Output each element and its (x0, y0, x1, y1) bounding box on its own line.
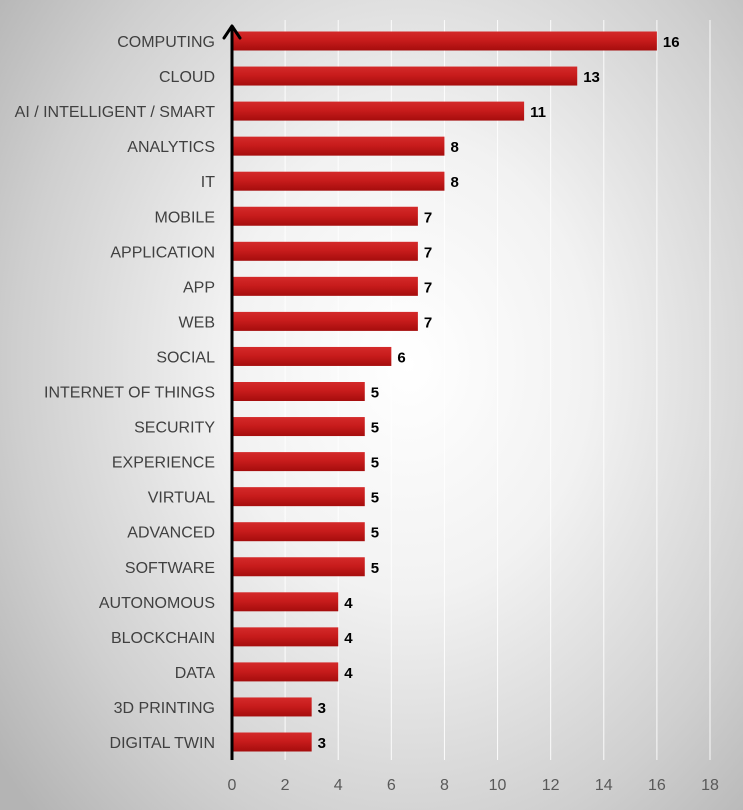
category-label: AI / INTELLIGENT / SMART (15, 104, 216, 121)
category-label: CLOUD (159, 69, 215, 86)
x-tick-label: 2 (281, 777, 290, 794)
category-label: ANALYTICS (127, 139, 215, 156)
bar (232, 101, 525, 121)
bar (232, 346, 392, 366)
category-label: BLOCKCHAIN (111, 630, 215, 647)
bar (232, 66, 578, 86)
bar (232, 627, 339, 647)
bar (232, 452, 365, 472)
bar (232, 382, 365, 401)
axes (222, 24, 242, 760)
category-label: APP (183, 279, 215, 296)
value-label: 6 (397, 349, 405, 366)
bar (232, 171, 445, 191)
value-label: 7 (424, 314, 432, 331)
category-label: 3D PRINTING (114, 700, 215, 717)
value-label: 5 (371, 525, 379, 542)
value-label: 4 (344, 665, 353, 682)
value-label: 8 (450, 174, 458, 191)
value-label: 7 (424, 209, 432, 226)
bar (232, 557, 365, 577)
bar (232, 487, 365, 507)
category-label: MOBILE (155, 209, 215, 226)
category-label: SOCIAL (156, 349, 215, 366)
bar (232, 136, 445, 156)
value-label: 3 (318, 700, 326, 717)
category-label: VIRTUAL (148, 490, 215, 507)
category-label: DIGITAL TWIN (110, 735, 215, 752)
bar (232, 662, 339, 682)
value-label: 5 (371, 490, 379, 507)
value-label: 5 (371, 420, 379, 437)
x-tick-label: 10 (489, 777, 507, 794)
value-label: 5 (371, 455, 379, 472)
bars (232, 31, 657, 752)
bar (232, 31, 657, 51)
value-label: 3 (318, 735, 326, 752)
x-tick-label: 16 (648, 777, 666, 794)
bar (232, 311, 418, 331)
category-label: EXPERIENCE (112, 455, 215, 472)
category-label: SECURITY (134, 420, 215, 437)
bar (232, 417, 365, 437)
x-tick-label: 12 (542, 777, 560, 794)
x-tick-label: 6 (387, 777, 396, 794)
bar (232, 241, 418, 261)
value-label: 4 (344, 595, 353, 612)
category-label: AUTONOMOUS (99, 595, 215, 612)
value-label: 7 (424, 279, 432, 296)
category-label: SOFTWARE (125, 560, 215, 577)
value-label: 4 (344, 630, 353, 647)
labels: COMPUTING 16 CLOUD 13 AI / INTELLIGENT / SMA… (15, 34, 719, 794)
value-label: 7 (424, 244, 432, 261)
category-label: COMPUTING (117, 34, 215, 51)
category-label: APPLICATION (110, 244, 215, 261)
value-label: 8 (450, 139, 458, 156)
value-label: 5 (371, 560, 379, 577)
value-label: 13 (583, 69, 600, 86)
category-label: DATA (175, 665, 216, 682)
bar (232, 592, 339, 612)
category-label: INTERNET OF THINGS (44, 385, 215, 402)
x-tick-label: 14 (595, 777, 613, 794)
x-tick-label: 18 (701, 777, 719, 794)
x-tick-label: 0 (228, 777, 237, 794)
value-label: 5 (371, 385, 379, 402)
x-tick-label: 4 (334, 777, 343, 794)
value-label: 16 (663, 34, 680, 51)
bar (232, 697, 312, 717)
bar (232, 522, 365, 542)
x-tick-label: 8 (440, 777, 449, 794)
category-label: ADVANCED (127, 525, 215, 542)
category-label: WEB (179, 314, 215, 331)
bar (232, 732, 312, 752)
bar (232, 206, 418, 226)
category-label: IT (201, 174, 215, 191)
value-label: 11 (530, 104, 546, 121)
y-axis-arrow (222, 24, 242, 40)
bar (232, 276, 418, 296)
